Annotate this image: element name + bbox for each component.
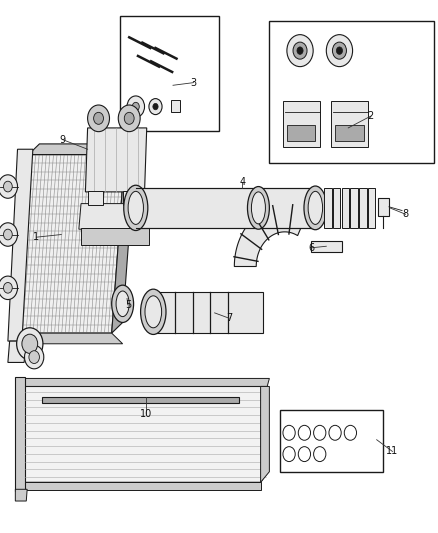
Text: 6: 6 bbox=[308, 243, 314, 253]
Ellipse shape bbox=[124, 185, 148, 231]
Text: 9: 9 bbox=[60, 135, 66, 144]
Circle shape bbox=[332, 42, 346, 59]
Ellipse shape bbox=[112, 285, 134, 322]
Circle shape bbox=[17, 328, 43, 360]
Text: 5: 5 bbox=[125, 300, 131, 310]
Circle shape bbox=[287, 35, 313, 67]
Polygon shape bbox=[123, 191, 138, 205]
Circle shape bbox=[0, 175, 18, 198]
Polygon shape bbox=[8, 341, 26, 362]
Polygon shape bbox=[342, 188, 349, 228]
Polygon shape bbox=[359, 188, 367, 228]
Polygon shape bbox=[333, 188, 340, 228]
Text: 4: 4 bbox=[239, 177, 245, 187]
Circle shape bbox=[94, 112, 103, 124]
Circle shape bbox=[0, 276, 18, 300]
Polygon shape bbox=[81, 228, 149, 245]
Circle shape bbox=[88, 105, 110, 132]
Text: 10: 10 bbox=[140, 409, 152, 419]
Polygon shape bbox=[85, 128, 147, 192]
Polygon shape bbox=[136, 188, 315, 228]
Polygon shape bbox=[378, 198, 389, 216]
Ellipse shape bbox=[116, 291, 129, 317]
Text: 7: 7 bbox=[226, 313, 232, 323]
Polygon shape bbox=[24, 386, 267, 482]
Circle shape bbox=[326, 35, 353, 67]
Text: 3: 3 bbox=[191, 78, 197, 87]
Circle shape bbox=[0, 223, 18, 246]
Polygon shape bbox=[15, 155, 125, 333]
Ellipse shape bbox=[145, 296, 162, 328]
Bar bbox=[171, 100, 180, 112]
Polygon shape bbox=[335, 125, 364, 141]
Polygon shape bbox=[15, 333, 123, 344]
Polygon shape bbox=[24, 482, 261, 490]
Circle shape bbox=[127, 96, 145, 117]
Circle shape bbox=[149, 99, 162, 115]
Polygon shape bbox=[283, 101, 320, 147]
Text: 11: 11 bbox=[386, 447, 399, 456]
Polygon shape bbox=[311, 241, 342, 252]
Polygon shape bbox=[24, 378, 269, 386]
Circle shape bbox=[124, 112, 134, 124]
Circle shape bbox=[4, 181, 12, 192]
Polygon shape bbox=[79, 204, 151, 229]
Circle shape bbox=[25, 345, 44, 369]
Bar bbox=[120, 16, 219, 131]
Circle shape bbox=[4, 282, 12, 293]
Circle shape bbox=[153, 103, 158, 110]
Circle shape bbox=[29, 351, 39, 364]
Circle shape bbox=[118, 105, 140, 132]
Ellipse shape bbox=[141, 289, 166, 335]
Ellipse shape bbox=[251, 192, 265, 224]
Circle shape bbox=[132, 102, 139, 111]
Bar bbox=[280, 410, 383, 472]
Polygon shape bbox=[331, 101, 368, 147]
Text: 8: 8 bbox=[403, 209, 409, 219]
Polygon shape bbox=[261, 386, 269, 482]
Polygon shape bbox=[15, 489, 27, 501]
Polygon shape bbox=[112, 144, 136, 333]
Polygon shape bbox=[15, 377, 25, 491]
Polygon shape bbox=[42, 397, 239, 403]
Polygon shape bbox=[28, 144, 136, 155]
Bar bbox=[269, 21, 434, 163]
Polygon shape bbox=[234, 205, 307, 266]
Ellipse shape bbox=[308, 191, 322, 224]
Polygon shape bbox=[8, 149, 33, 341]
Polygon shape bbox=[350, 188, 358, 228]
Ellipse shape bbox=[247, 187, 269, 229]
Text: 1: 1 bbox=[33, 232, 39, 242]
Polygon shape bbox=[287, 125, 315, 141]
Polygon shape bbox=[153, 292, 263, 333]
Text: 2: 2 bbox=[367, 111, 374, 121]
Circle shape bbox=[297, 47, 303, 54]
Polygon shape bbox=[368, 188, 375, 228]
Polygon shape bbox=[88, 191, 103, 205]
Circle shape bbox=[4, 229, 12, 240]
Circle shape bbox=[293, 42, 307, 59]
Circle shape bbox=[336, 47, 343, 54]
Polygon shape bbox=[324, 188, 332, 228]
Circle shape bbox=[22, 334, 38, 353]
Ellipse shape bbox=[128, 191, 143, 224]
Ellipse shape bbox=[304, 186, 327, 230]
